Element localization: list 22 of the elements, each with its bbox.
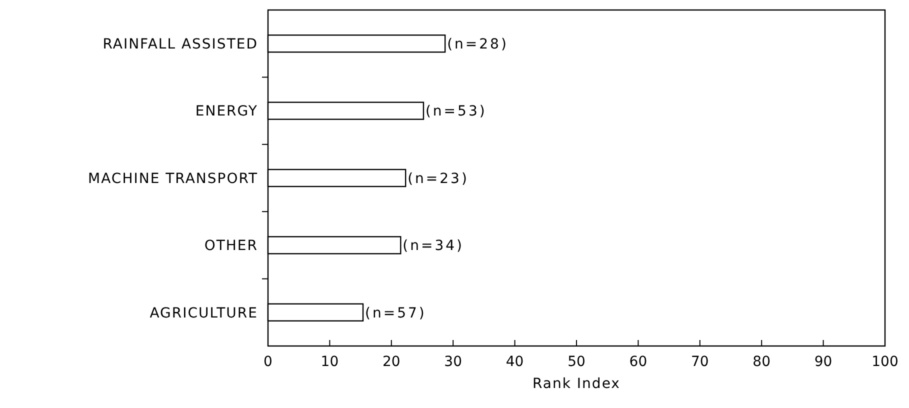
x-tick-label: 50 [568, 354, 586, 370]
x-tick-label: 100 [872, 354, 898, 370]
y-tick-label: AGRICULTURE [150, 305, 258, 322]
y-tick-label: MACHINE TRANSPORT [88, 170, 258, 187]
x-tick-label: 30 [444, 354, 462, 370]
x-tick-label: 80 [752, 354, 771, 370]
y-tick-label: RAINFALL ASSISTED [102, 36, 258, 52]
annotation: (n=28) [447, 36, 508, 52]
x-tick-label: 20 [382, 354, 400, 370]
annotation: (n=34) [402, 238, 464, 254]
x-tick-label: 0 [264, 354, 272, 370]
annotation: (n=57) [365, 305, 426, 322]
x-tick-label: 60 [629, 354, 648, 370]
x-axis-title: Rank Index [532, 376, 620, 392]
annotation: (n=23) [408, 170, 469, 187]
x-tick-label: 40 [506, 354, 524, 370]
x-tick-label: 10 [320, 354, 339, 370]
x-tick-label: 70 [690, 354, 709, 370]
annotation: (n=53) [425, 104, 487, 120]
y-tick-label: OTHER [204, 238, 258, 254]
y-tick-label: ENERGY [195, 104, 258, 120]
x-tick-label: 90 [814, 354, 832, 370]
